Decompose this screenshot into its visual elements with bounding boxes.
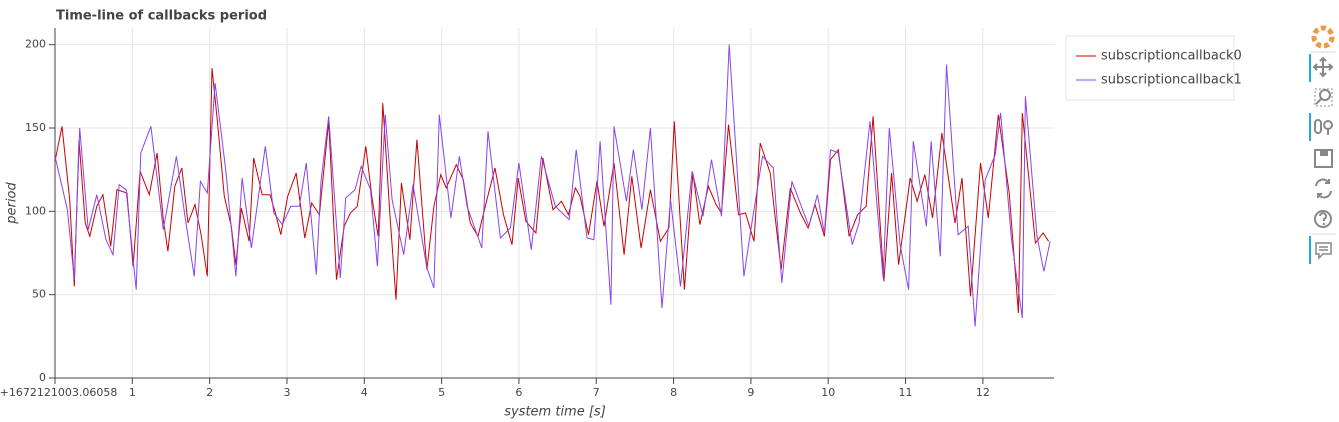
x-tick-label: 9 <box>747 386 754 399</box>
reset-tool[interactable] <box>1315 178 1332 199</box>
y-tick-label: 50 <box>32 288 46 301</box>
x-tick-label: 7 <box>593 386 600 399</box>
y-tick-label: 200 <box>25 38 46 51</box>
wheel-zoom-tool[interactable] <box>1314 119 1333 135</box>
series-line <box>54 67 1050 314</box>
x-tick-label: 0+1672121003.06058 <box>0 386 117 399</box>
chart-title: Time-line of callbacks period <box>56 9 267 24</box>
x-axis-label: system time [s] <box>504 405 606 420</box>
hover-tool[interactable] <box>1315 242 1332 260</box>
x-tick-label: 8 <box>670 386 677 399</box>
x-tick-label: 5 <box>438 386 445 399</box>
legend-label: subscriptioncallback1 <box>1101 73 1242 88</box>
pan-tool[interactable] <box>1312 56 1334 78</box>
y-tick-label: 0 <box>39 371 46 384</box>
y-tick-label: 100 <box>25 204 46 217</box>
legend-label: subscriptioncallback0 <box>1101 49 1242 64</box>
x-tick-label: 12 <box>976 386 990 399</box>
x-tick-label: 11 <box>899 386 913 399</box>
x-tick-label: 10 <box>821 386 835 399</box>
help-tool[interactable] <box>1314 210 1332 228</box>
y-tick-label: 150 <box>25 121 46 134</box>
x-tick-label: 2 <box>206 386 213 399</box>
y-axis-label: period <box>5 182 20 225</box>
toolbar <box>1309 25 1336 264</box>
x-tick-label: 3 <box>283 386 290 399</box>
save-tool[interactable] <box>1314 149 1333 168</box>
active-indicator <box>1309 54 1311 82</box>
series-line <box>54 44 1051 327</box>
x-tick-label: 6 <box>515 386 522 399</box>
bokeh-logo[interactable] <box>1311 25 1335 49</box>
active-indicator <box>1309 236 1311 264</box>
x-tick-label: 1 <box>129 386 136 399</box>
active-indicator <box>1309 113 1311 141</box>
x-tick-label: 4 <box>361 386 368 399</box>
box-zoom-tool[interactable] <box>1314 88 1333 107</box>
legend-box <box>1065 35 1235 101</box>
